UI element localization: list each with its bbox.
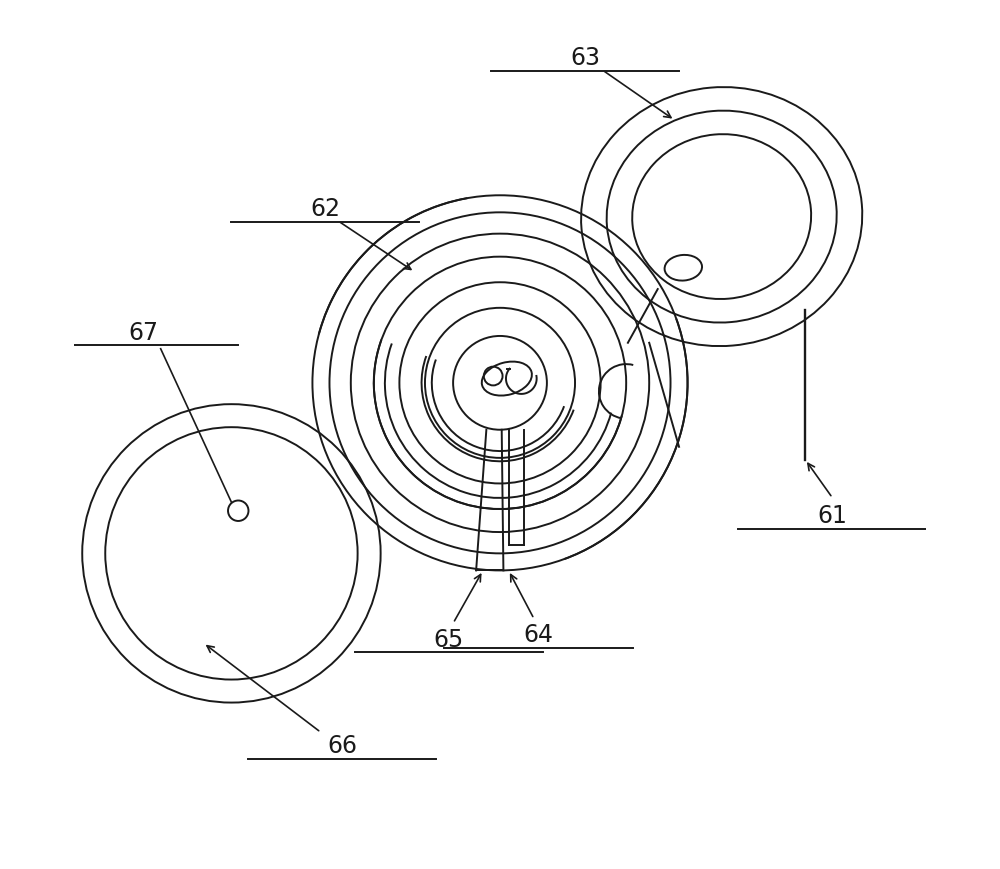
Text: 66: 66 xyxy=(327,733,357,757)
Text: 61: 61 xyxy=(818,503,847,527)
Text: 62: 62 xyxy=(310,197,340,221)
Text: 65: 65 xyxy=(434,627,464,651)
Text: 63: 63 xyxy=(570,46,600,70)
Text: 64: 64 xyxy=(523,623,553,647)
Text: 67: 67 xyxy=(129,321,159,344)
